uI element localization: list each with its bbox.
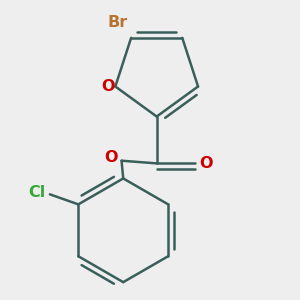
Text: O: O <box>199 156 213 171</box>
Text: Cl: Cl <box>28 185 46 200</box>
Text: Br: Br <box>108 15 128 30</box>
Text: O: O <box>101 79 115 94</box>
Text: O: O <box>104 150 118 165</box>
